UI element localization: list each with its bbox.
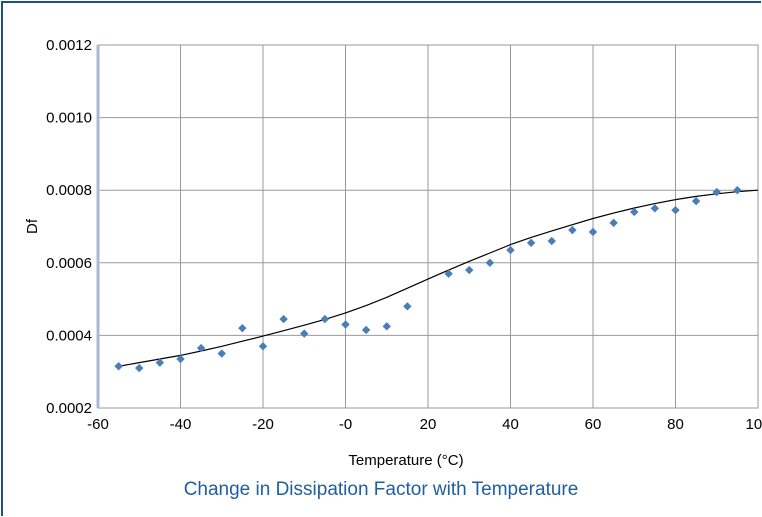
x-tick-label: 80 bbox=[667, 416, 684, 433]
data-point bbox=[568, 225, 577, 235]
x-tick-label: 60 bbox=[585, 416, 602, 433]
grid-lines bbox=[97, 44, 759, 409]
y-tick-labels: 0.0002 0.0004 0.0006 0.0008 0.0010 0.0012 bbox=[46, 37, 92, 417]
data-point bbox=[300, 329, 309, 338]
data-point bbox=[465, 265, 474, 275]
data-point bbox=[279, 314, 288, 324]
data-point bbox=[650, 204, 660, 213]
data-point bbox=[341, 320, 350, 329]
data-point bbox=[361, 325, 371, 335]
data-point bbox=[135, 363, 144, 373]
data-point bbox=[506, 245, 515, 255]
y-axis-title: Df bbox=[24, 218, 41, 234]
y-tick-label: 0.0004 bbox=[46, 327, 92, 344]
data-point bbox=[258, 342, 268, 351]
data-point bbox=[382, 322, 391, 331]
data-point bbox=[609, 218, 618, 228]
data-point bbox=[155, 358, 165, 367]
y-tick-label: 0.0012 bbox=[46, 37, 92, 54]
data-point bbox=[671, 205, 680, 215]
x-tick-label: -60 bbox=[87, 416, 109, 433]
data-point bbox=[217, 349, 226, 358]
x-tick-label: -20 bbox=[252, 416, 274, 433]
data-point bbox=[403, 302, 412, 311]
data-point bbox=[176, 354, 185, 364]
x-tick-label: -0 bbox=[339, 416, 352, 433]
data-point bbox=[444, 269, 453, 278]
data-point bbox=[547, 236, 556, 246]
data-point bbox=[196, 343, 206, 353]
data-point bbox=[526, 238, 536, 248]
data-point bbox=[238, 323, 247, 333]
x-tick-label: 100 bbox=[745, 416, 762, 433]
x-axis-title: Temperature (°C) bbox=[348, 452, 463, 469]
data-point bbox=[485, 258, 495, 267]
trendline bbox=[118, 189, 759, 367]
x-tick-label: 40 bbox=[502, 416, 519, 433]
y-tick-label: 0.0002 bbox=[46, 400, 92, 417]
y-tick-label: 0.0008 bbox=[46, 182, 92, 199]
data-point bbox=[691, 196, 701, 206]
data-point bbox=[588, 227, 598, 237]
data-point bbox=[320, 314, 330, 324]
chart-caption: Change in Dissipation Factor with Temper… bbox=[183, 479, 579, 500]
x-tick-labels: -60 -40 -20 -0 20 40 60 80 100 bbox=[87, 416, 762, 433]
y-tick-label: 0.0006 bbox=[46, 255, 92, 272]
x-tick-label: -40 bbox=[170, 416, 192, 433]
data-point bbox=[712, 187, 721, 197]
data-point bbox=[733, 186, 742, 195]
y-tick-label: 0.0010 bbox=[46, 110, 92, 127]
data-points bbox=[114, 186, 742, 373]
data-point bbox=[114, 362, 123, 371]
x-tick-label: 20 bbox=[420, 416, 437, 433]
data-point bbox=[630, 207, 639, 217]
